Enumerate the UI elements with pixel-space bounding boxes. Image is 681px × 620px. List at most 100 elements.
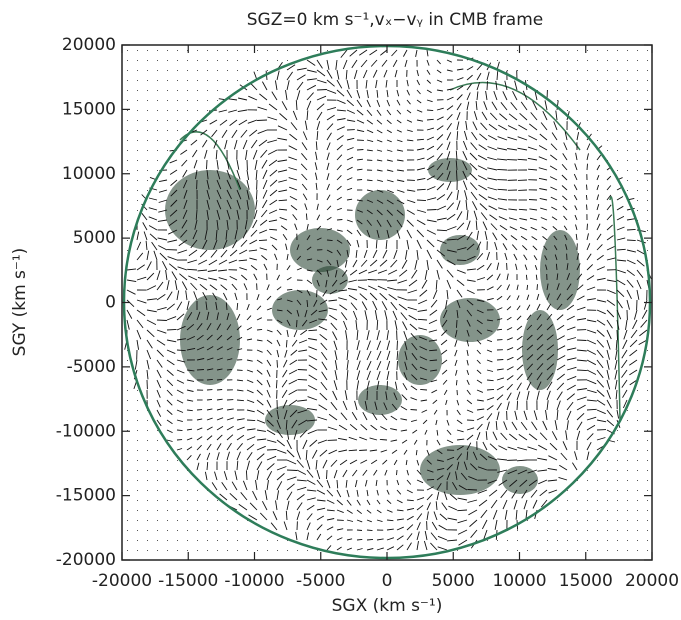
velocity-arrow xyxy=(176,290,180,301)
velocity-arrow xyxy=(386,179,394,183)
grid-dot xyxy=(307,550,308,551)
velocity-arrow xyxy=(429,309,438,316)
grid-dot xyxy=(147,530,148,531)
velocity-arrow xyxy=(202,139,208,148)
velocity-arrow xyxy=(206,368,214,371)
grid-dot xyxy=(607,130,608,131)
velocity-arrow xyxy=(606,289,616,295)
grid-dot xyxy=(267,60,268,61)
velocity-arrow xyxy=(176,379,185,384)
velocity-arrow xyxy=(286,459,297,465)
velocity-arrow xyxy=(216,209,221,220)
grid-dot xyxy=(157,110,158,111)
grid-dot xyxy=(497,540,498,541)
velocity-arrow xyxy=(539,432,548,441)
grid-dot xyxy=(317,550,318,551)
velocity-arrow xyxy=(410,332,418,341)
velocity-arrow xyxy=(549,176,558,181)
velocity-arrow xyxy=(456,77,464,81)
grid-dot xyxy=(597,500,598,501)
grid-dot xyxy=(637,180,638,181)
velocity-arrow xyxy=(386,499,392,505)
velocity-arrow xyxy=(196,453,201,461)
velocity-arrow xyxy=(268,103,278,111)
velocity-arrow xyxy=(356,229,362,237)
velocity-arrow xyxy=(576,404,586,411)
grid-dot xyxy=(537,540,538,541)
grid-dot xyxy=(187,70,188,71)
velocity-arrow xyxy=(494,241,498,251)
velocity-arrow xyxy=(176,338,186,341)
velocity-arrow xyxy=(393,459,398,466)
velocity-arrow xyxy=(272,511,278,521)
velocity-arrow xyxy=(286,299,293,303)
velocity-arrow xyxy=(596,184,600,191)
velocity-arrow xyxy=(242,480,248,491)
grid-dot xyxy=(577,90,578,91)
velocity-arrow xyxy=(526,381,532,391)
velocity-arrow xyxy=(126,309,133,319)
velocity-arrow xyxy=(446,213,456,221)
velocity-arrow xyxy=(336,509,344,514)
velocity-arrow xyxy=(621,379,628,388)
velocity-arrow xyxy=(283,409,288,420)
grid-dot xyxy=(627,120,628,121)
density-contour xyxy=(355,190,405,240)
velocity-arrow xyxy=(506,284,511,291)
velocity-arrow xyxy=(262,199,268,209)
x-tick-label: -10000 xyxy=(224,571,284,591)
velocity-arrow xyxy=(288,156,298,161)
velocity-arrow xyxy=(334,350,338,361)
grid-dot xyxy=(177,480,178,481)
velocity-arrow xyxy=(616,309,622,320)
velocity-arrow xyxy=(261,255,268,261)
grid-dot xyxy=(617,60,618,61)
grid-dot xyxy=(647,130,648,131)
grid-dot xyxy=(157,470,158,471)
velocity-arrow xyxy=(296,486,307,491)
grid-dot xyxy=(127,390,128,391)
grid-dot xyxy=(497,550,498,551)
velocity-arrow xyxy=(246,315,252,321)
velocity-arrow xyxy=(149,233,158,241)
velocity-arrow xyxy=(320,342,328,351)
velocity-arrow xyxy=(499,225,508,231)
grid-dot xyxy=(587,510,588,511)
velocity-arrow xyxy=(349,423,358,431)
grid-dot xyxy=(217,80,218,81)
velocity-arrow xyxy=(621,349,628,359)
velocity-arrow xyxy=(186,335,195,341)
velocity-arrow xyxy=(495,421,498,431)
velocity-arrow xyxy=(222,292,228,301)
velocity-arrow xyxy=(366,99,371,108)
grid-dot xyxy=(547,550,548,551)
grid-dot xyxy=(187,90,188,91)
velocity-arrow xyxy=(190,282,198,291)
velocity-arrow xyxy=(420,388,428,391)
velocity-arrow xyxy=(616,205,624,211)
velocity-arrow xyxy=(229,119,238,126)
velocity-arrow xyxy=(437,546,448,551)
velocity-arrow xyxy=(614,369,618,380)
velocity-arrow xyxy=(426,99,433,103)
velocity-arrow xyxy=(236,426,245,431)
velocity-arrow xyxy=(556,373,565,381)
grid-dot xyxy=(197,60,198,61)
velocity-arrow xyxy=(396,350,399,361)
velocity-arrow xyxy=(226,347,233,351)
velocity-arrow xyxy=(269,228,278,231)
velocity-arrow xyxy=(380,49,388,56)
grid-dot xyxy=(577,70,578,71)
velocity-arrow xyxy=(218,259,228,265)
velocity-arrow xyxy=(266,399,272,408)
velocity-arrow xyxy=(456,409,461,416)
velocity-arrow xyxy=(288,399,298,406)
grid-dot xyxy=(267,50,268,51)
velocity-arrow xyxy=(254,159,258,170)
grid-dot xyxy=(147,110,148,111)
velocity-arrow xyxy=(364,310,368,321)
velocity-arrow xyxy=(404,361,408,371)
grid-dot xyxy=(627,170,628,171)
velocity-arrow xyxy=(307,407,318,411)
velocity-arrow xyxy=(500,102,508,111)
